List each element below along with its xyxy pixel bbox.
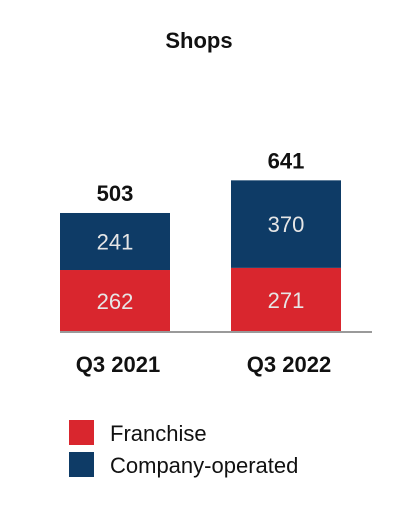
data-label-franchise-1: 262 bbox=[97, 289, 134, 314]
x-tick-label-2: Q3 2022 bbox=[247, 352, 331, 377]
data-label-franchise-2: 271 bbox=[268, 288, 305, 313]
data-label-company-operated-2: 370 bbox=[268, 212, 305, 237]
bar-segment-company-operated-2 bbox=[231, 180, 341, 268]
chart-title: Shops bbox=[165, 28, 232, 53]
legend-swatch-franchise bbox=[69, 420, 94, 445]
data-label-company-operated-1: 241 bbox=[97, 230, 134, 255]
legend: Franchise Company-operated bbox=[69, 420, 298, 478]
bar-segment-franchise-1 bbox=[60, 270, 170, 332]
legend-swatch-company-operated bbox=[69, 452, 94, 477]
bar-segment-company-operated-1 bbox=[60, 212, 170, 271]
bars-group: 262 241 503 Q3 2021 271 370 641 Q3 2022 bbox=[60, 148, 341, 377]
total-label-2: 641 bbox=[268, 148, 305, 173]
bar-segment-franchise-2 bbox=[231, 267, 341, 332]
legend-label-franchise: Franchise bbox=[110, 421, 207, 446]
total-label-1: 503 bbox=[97, 181, 134, 206]
x-tick-label-1: Q3 2021 bbox=[76, 352, 160, 377]
legend-label-company-operated: Company-operated bbox=[110, 453, 298, 478]
